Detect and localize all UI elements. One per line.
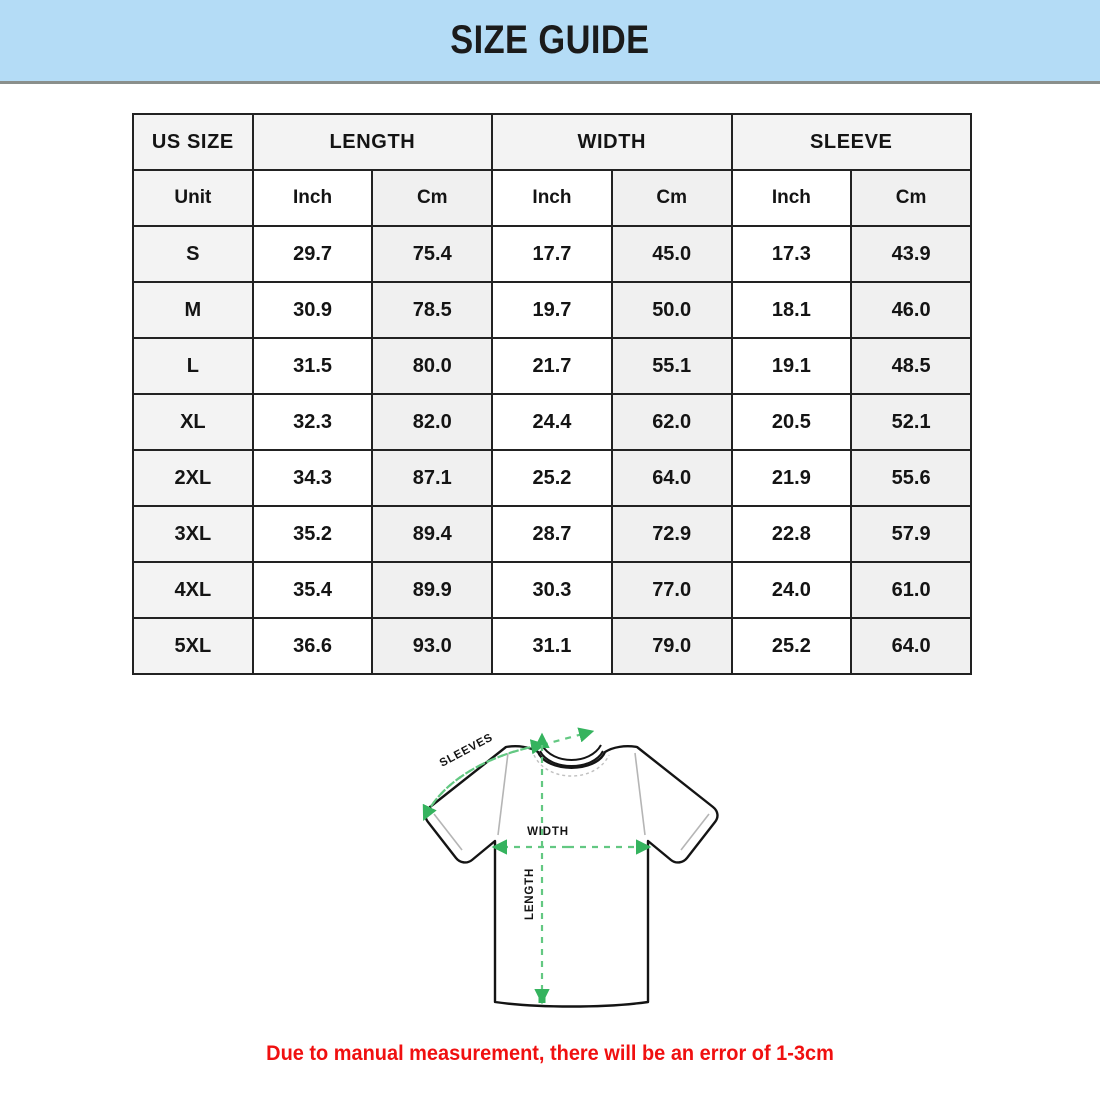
tshirt-outline-shape: [424, 744, 719, 1008]
row-size-label: 4XL: [132, 561, 254, 619]
table-row: S 29.7 75.4 17.7 45.0 17.3 43.9: [132, 225, 972, 283]
cell-width-cm: 79.0: [610, 617, 733, 675]
table-row: 3XL 35.2 89.4 28.7 72.9 22.8 57.9: [132, 505, 972, 563]
table-unit-header-row: Unit Inch Cm Inch Cm Inch Cm: [132, 169, 972, 227]
cell-sleeve-cm: 64.0: [850, 617, 972, 675]
cell-length-cm: 89.4: [371, 505, 494, 563]
length-label: LENGTH: [524, 868, 536, 920]
table-row: XL 32.3 82.0 24.4 62.0 20.5 52.1: [132, 393, 972, 451]
cell-length-cm: 82.0: [371, 393, 494, 451]
cell-length-cm: 93.0: [371, 617, 494, 675]
unit-header-unit: Unit: [132, 169, 254, 227]
cell-sleeve-inch: 19.1: [730, 337, 853, 395]
tshirt-measurement-diagram: SLEEVES WIDTH LENGTH: [390, 695, 750, 1025]
cell-length-cm: 89.9: [371, 561, 494, 619]
cell-length-inch: 32.3: [251, 393, 374, 451]
cell-sleeve-cm: 43.9: [850, 225, 972, 283]
width-measurement-guide: WIDTH: [491, 826, 652, 855]
table-row: L 31.5 80.0 21.7 55.1 19.1 48.5: [132, 337, 972, 395]
cell-width-inch: 28.7: [491, 505, 613, 563]
size-table: US SIZE LENGTH WIDTH SLEEVE Unit Inch Cm…: [132, 113, 973, 675]
cell-sleeve-inch: 25.2: [730, 617, 853, 675]
group-header-sleeve: SLEEVE: [730, 113, 973, 171]
cell-length-inch: 35.4: [251, 561, 374, 619]
unit-header-sleeve-inch: Inch: [730, 169, 853, 227]
cell-width-cm: 72.9: [610, 505, 733, 563]
cell-width-cm: 64.0: [610, 449, 733, 507]
cell-sleeve-inch: 17.3: [730, 225, 853, 283]
row-size-label: XL: [132, 393, 254, 451]
cell-width-cm: 45.0: [610, 225, 733, 283]
row-size-label: 2XL: [132, 449, 254, 507]
cell-length-inch: 30.9: [251, 281, 374, 339]
unit-header-sleeve-cm: Cm: [850, 169, 972, 227]
table-row: 4XL 35.4 89.9 30.3 77.0 24.0 61.0: [132, 561, 972, 619]
cell-width-inch: 30.3: [491, 561, 613, 619]
table-row: M 30.9 78.5 19.7 50.0 18.1 46.0: [132, 281, 972, 339]
unit-header-width-cm: Cm: [610, 169, 733, 227]
cell-width-inch: 19.7: [491, 281, 613, 339]
table-group-header-row: US SIZE LENGTH WIDTH SLEEVE: [132, 113, 973, 171]
size-table-container: US SIZE LENGTH WIDTH SLEEVE Unit Inch Cm…: [132, 113, 973, 675]
table-row: 5XL 36.6 93.0 31.1 79.0 25.2 64.0: [132, 617, 972, 675]
row-size-label: S: [132, 225, 254, 283]
cell-length-cm: 87.1: [371, 449, 494, 507]
cell-sleeve-inch: 21.9: [730, 449, 853, 507]
cell-sleeve-inch: 22.8: [730, 505, 853, 563]
group-header-width: WIDTH: [491, 113, 733, 171]
table-row: 2XL 34.3 87.1 25.2 64.0 21.9 55.6: [132, 449, 972, 507]
group-header-us-size: US SIZE: [132, 113, 254, 171]
cell-width-inch: 25.2: [491, 449, 613, 507]
cell-length-inch: 35.2: [251, 505, 374, 563]
cell-sleeve-inch: 24.0: [730, 561, 853, 619]
cell-length-cm: 78.5: [371, 281, 494, 339]
header-banner: SIZE GUIDE: [0, 0, 1100, 84]
measurement-disclaimer: Due to manual measurement, there will be…: [266, 1042, 834, 1065]
length-measurement-guide: LENGTH: [524, 745, 550, 1005]
cell-sleeve-cm: 52.1: [850, 393, 972, 451]
cell-width-cm: 55.1: [610, 337, 733, 395]
cell-length-inch: 36.6: [251, 617, 374, 675]
row-size-label: M: [132, 281, 254, 339]
cell-width-inch: 21.7: [491, 337, 613, 395]
row-size-label: 3XL: [132, 505, 254, 563]
cell-width-cm: 62.0: [610, 393, 733, 451]
cell-sleeve-cm: 46.0: [850, 281, 972, 339]
row-size-label: 5XL: [132, 617, 254, 675]
cell-width-cm: 50.0: [610, 281, 733, 339]
cell-sleeve-cm: 57.9: [850, 505, 972, 563]
cell-sleeve-cm: 48.5: [850, 337, 972, 395]
length-endpoint-marker: [538, 996, 546, 1003]
cell-sleeve-inch: 20.5: [730, 393, 853, 451]
group-header-length: LENGTH: [251, 113, 494, 171]
cell-sleeve-cm: 55.6: [850, 449, 972, 507]
cell-length-inch: 34.3: [251, 449, 374, 507]
cell-width-inch: 17.7: [491, 225, 613, 283]
unit-header-length-cm: Cm: [371, 169, 494, 227]
cell-length-cm: 75.4: [371, 225, 494, 283]
cell-sleeve-inch: 18.1: [730, 281, 853, 339]
cell-length-inch: 31.5: [251, 337, 374, 395]
page-title: SIZE GUIDE: [450, 18, 650, 62]
cell-width-cm: 77.0: [610, 561, 733, 619]
cell-length-cm: 80.0: [371, 337, 494, 395]
unit-header-width-inch: Inch: [491, 169, 613, 227]
unit-header-length-inch: Inch: [251, 169, 374, 227]
cell-sleeve-cm: 61.0: [850, 561, 972, 619]
width-label: WIDTH: [527, 826, 569, 838]
cell-length-inch: 29.7: [251, 225, 374, 283]
cell-width-inch: 24.4: [491, 393, 613, 451]
cell-width-inch: 31.1: [491, 617, 613, 675]
row-size-label: L: [132, 337, 254, 395]
